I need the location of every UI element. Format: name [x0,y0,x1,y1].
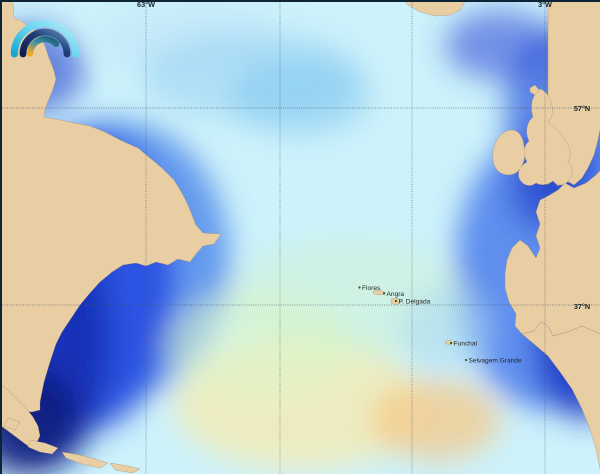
svg-text:Flores: Flores [362,285,381,292]
svg-text:3°W: 3°W [538,0,552,9]
svg-text:Selvagem Grande: Selvagem Grande [469,358,522,365]
svg-text:Funchal: Funchal [454,341,478,348]
svg-text:57°N: 57°N [574,104,590,113]
svg-text:Angra: Angra [387,291,405,298]
svg-text:37°N: 37°N [574,302,590,311]
svg-text:P. Delgada: P. Delgada [399,299,431,306]
svg-text:63°W: 63°W [137,0,155,9]
